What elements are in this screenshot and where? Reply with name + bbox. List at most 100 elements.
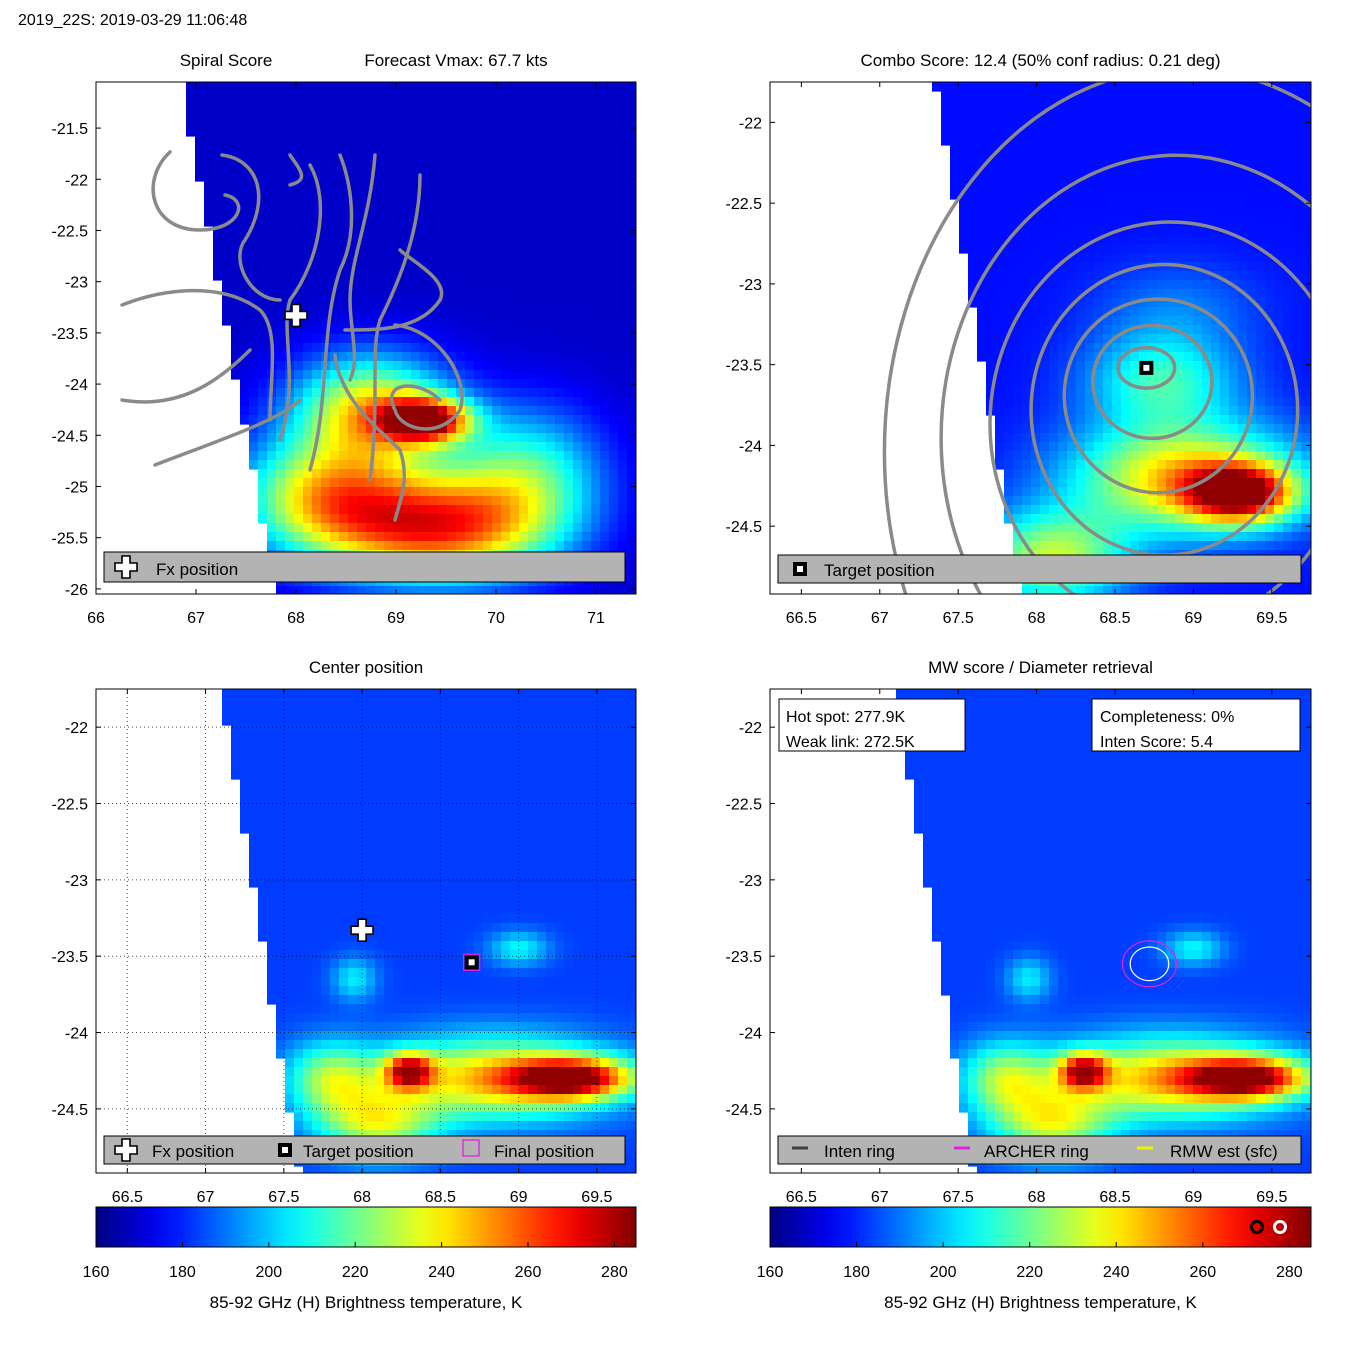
colorbar-tick-label: 220 [1016,1264,1043,1281]
x-tick-label: 68 [353,1189,371,1206]
y-tick-label: -22.5 [52,223,89,240]
legend-label: Target position [824,561,935,580]
x-tick-label: 66.5 [786,1189,817,1206]
contour-line [220,153,282,302]
info-text: Hot spot: 277.9K [786,709,906,726]
legend-center: Fx position Target position Final position [103,1135,626,1165]
colorbar-tick-label: 220 [342,1264,369,1281]
fx-position-marker [114,1138,138,1162]
colorbar-tick-label: 160 [83,1264,110,1281]
black-ring-icon [1250,1220,1264,1234]
legend-label: Inten ring [824,1142,895,1161]
tb-field-center [222,689,636,1173]
inten-ring [1129,946,1170,982]
x-tick-label: 68.5 [425,1189,456,1206]
panel-title: Center position [309,658,423,677]
colorbar-tick-label: 200 [255,1264,282,1281]
x-tick-label: 69 [1184,610,1202,627]
panel-combo: 66.5 67 67.5 68 68.5 69 69.5 -22 -22.5 -23 -23.5 -2… [726,51,1312,627]
y-tick-label: -24 [739,1026,762,1043]
x-tick-label: 71 [587,610,605,627]
y-tick-label: -24 [65,377,88,394]
colorbar-tick-label: 200 [930,1264,957,1281]
colorbar-tick-label: 280 [1276,1264,1303,1281]
colorbar-gradient [769,1206,1312,1248]
panel-subtitle: Forecast Vmax: 67.7 kts [364,51,547,70]
contour-ring [1062,297,1255,495]
x-tick-label: 69.5 [581,1189,612,1206]
panel-title: Spiral Score [180,51,273,70]
y-tick-label: -22.5 [726,797,763,814]
colorbar-label: 85-92 GHz (H) Brightness temperature, K [210,1293,523,1312]
plot-frame [95,688,637,1174]
contour-line [348,153,377,382]
final-position-marker [463,953,481,971]
legend-label: Final position [494,1142,594,1161]
contour-ring [939,153,1311,594]
y-tick-label: -25 [65,479,88,496]
y-tick-label: -24 [739,438,762,455]
contour-line [333,353,407,522]
colorbar-label: 85-92 GHz (H) Brightness temperature, K [884,1293,1197,1312]
y-tick-label: -23 [739,277,762,294]
legend-label: Fx position [156,560,238,579]
contour-line [368,173,422,482]
y-tick-label: -23 [65,275,88,292]
info-text: Weak link: 272.5K [786,734,915,751]
contour-line [278,163,323,442]
contour-ring [988,220,1311,594]
contour-line [153,398,302,467]
info-text: Inten Score: 5.4 [1100,734,1213,751]
x-tick-label: 68 [1028,610,1046,627]
colorbar-tick-label: 180 [169,1264,196,1281]
y-tick-label: -24 [65,1026,88,1043]
axis-ticks [770,82,1311,594]
x-tick-label: 66 [87,610,105,627]
x-tick-label: 67 [187,610,205,627]
tb-field-spiral [186,82,636,594]
panel-title: Combo Score: 12.4 (50% conf radius: 0.21… [860,51,1220,70]
axis-ticks [95,82,636,594]
plot-area-spiral [120,82,636,594]
x-tick-label: 66.5 [112,1189,143,1206]
legend-mw: Inten ring ARCHER ring RMW est (sfc) [777,1135,1302,1165]
x-tick-label: 68 [1028,1189,1046,1206]
final-position-marker [462,1139,480,1157]
x-tick-label: 67 [197,1189,215,1206]
x-tick-label: 67 [871,1189,889,1206]
y-tick-label: -24.5 [52,1102,89,1119]
y-tick-label: -22.5 [52,797,89,814]
y-tick-label: -23.5 [52,949,89,966]
fx-position-marker [350,918,374,943]
colorbar-right: 160 180 200 220 240 260 280 85-92 GHz (H) Brigh… [757,1206,1312,1312]
panel-title: MW score / Diameter retrieval [928,658,1153,677]
fx-position-marker [114,555,138,579]
legend-combo: Target position [777,554,1302,584]
legend-label: RMW est (sfc) [1170,1142,1278,1161]
y-tick-label: -23.5 [726,949,763,966]
plot-area-mw [896,689,1311,1173]
y-tick-label: -22 [739,720,762,737]
colorbar-tick-label: 240 [1103,1264,1130,1281]
y-tick-label: -26 [65,582,88,599]
x-tick-label: 69.5 [1256,610,1287,627]
x-tick-label: 66.5 [786,610,817,627]
y-tick-label: -24.5 [52,428,89,445]
x-tick-label: 67.5 [943,1189,974,1206]
colorbar-tick-label: 260 [1189,1264,1216,1281]
y-tick-label: -22 [65,172,88,189]
plot-area-center [96,689,636,1173]
contour-line [151,150,241,232]
colorbar-tick-label: 160 [757,1264,784,1281]
plot-frame [769,688,1312,1174]
contour-ring [1091,323,1214,441]
y-tick-label: -23 [65,873,88,890]
panel-spiral: 66 67 68 69 70 71 -21.5 -22 -22.5 -23 -23.5 -24 -24.… [52,51,637,627]
x-tick-label: 68 [287,610,305,627]
contour-line [343,248,444,332]
plot-frame [95,81,637,595]
contour-line [308,153,354,472]
x-tick-label: 67.5 [268,1189,299,1206]
gridlines [96,689,636,1173]
panel-center: 66.5 67 67.5 68 68.5 69 69.5 -22 -22.5 -23 -23.5 -2… [52,658,637,1206]
